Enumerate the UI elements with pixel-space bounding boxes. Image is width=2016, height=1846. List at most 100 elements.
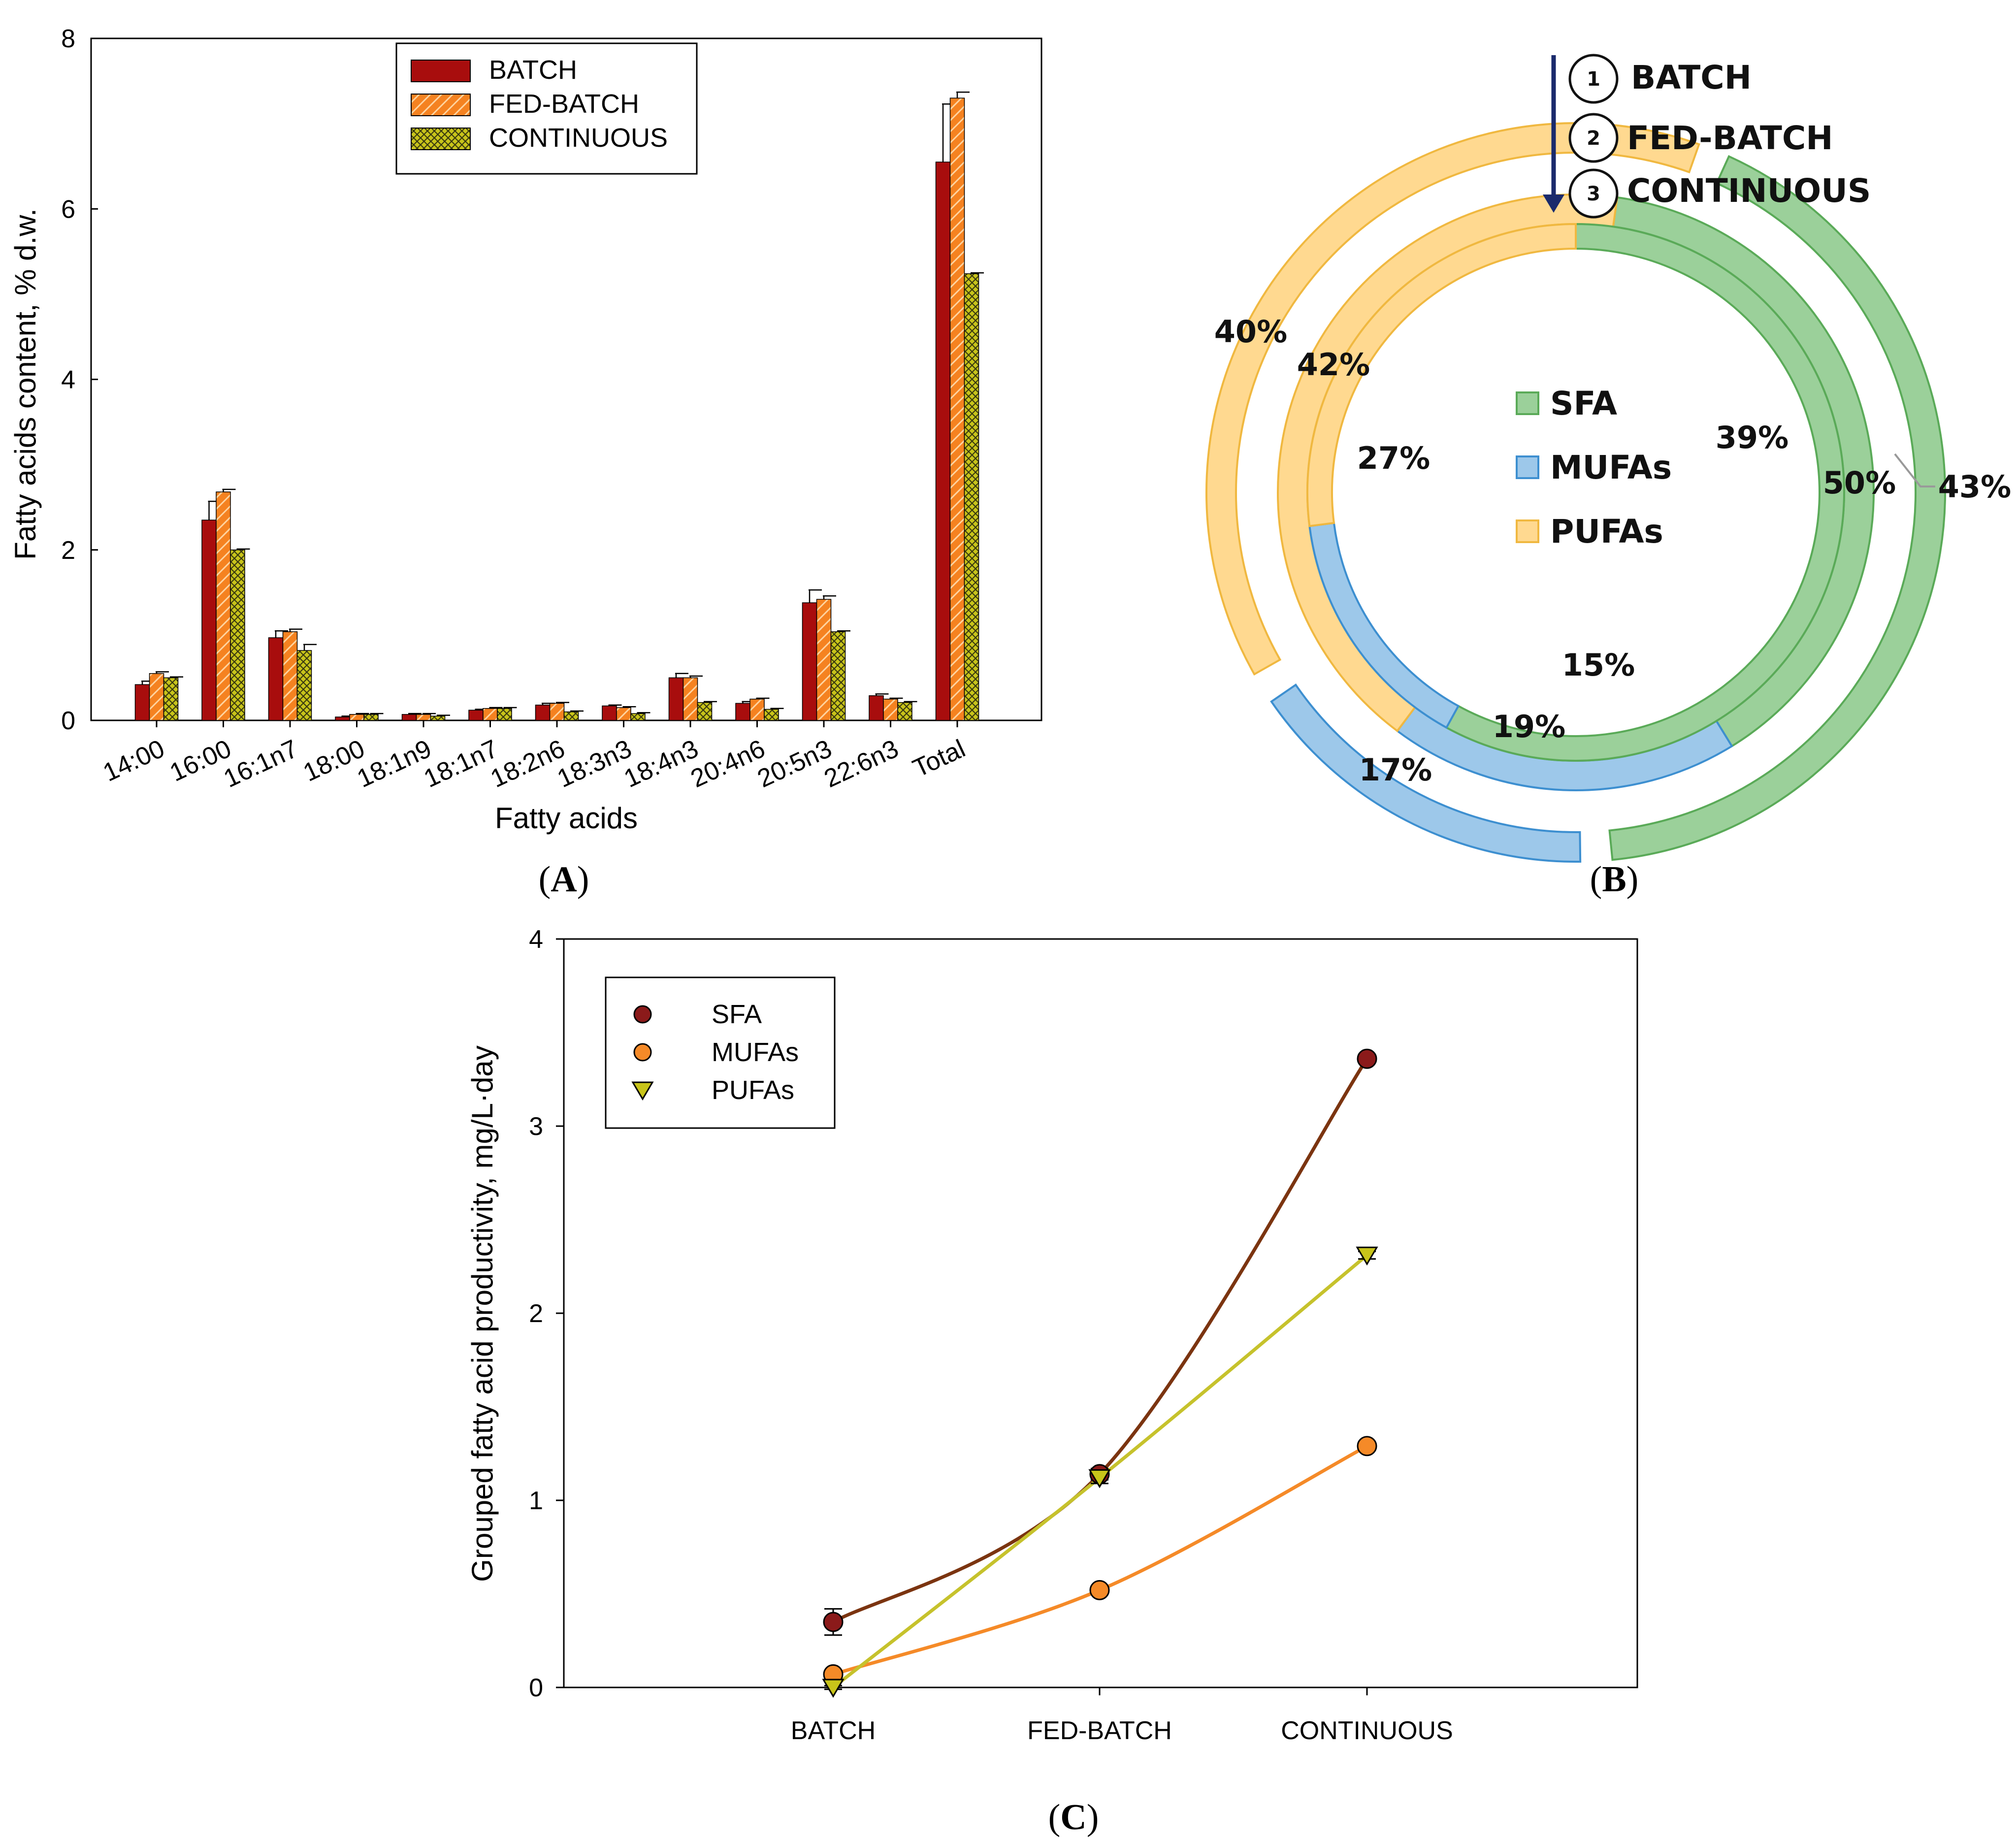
bar-batch-11: [869, 695, 884, 721]
panel-a-bars: [134, 91, 984, 721]
a-xtick-label: 18:4n3: [619, 734, 703, 793]
order-badge-3: [1568, 168, 1619, 219]
label-batch-pufa: 40%: [1214, 314, 1287, 350]
bar-fed-batch-8: [683, 677, 698, 721]
a-xtick-label: Total: [909, 734, 970, 783]
panel-c-y-ticks: 0 1 2 3 4: [529, 925, 564, 1702]
bar-continuous-9: [764, 709, 779, 721]
panel-c-letter: C: [1060, 1797, 1086, 1838]
order-number-3: 3: [1587, 183, 1600, 205]
a-xtick-label: 16:1n7: [219, 734, 302, 793]
c-ytick-label: 1: [529, 1487, 543, 1515]
point-pufas-0: [822, 1679, 845, 1698]
panel-a-label: (A): [539, 859, 589, 900]
legend-swatch-fed-batch: [411, 94, 471, 116]
bar-continuous-12: [964, 273, 979, 721]
bar-batch-3: [335, 716, 350, 721]
a-xtick-label: 18:1n7: [420, 734, 503, 793]
a-xtick-label: 20:4n6: [686, 734, 770, 793]
bar-continuous-5: [497, 708, 512, 721]
panel-c-line-chart: 0 1 2 3 4 BATCH FED-BATCH CONTINUOUS Grouped f…: [466, 925, 1638, 1838]
panel-a-legend: BATCH FED-BATCH CONTINUOUS: [395, 42, 698, 175]
c-xtick-label: FED-BATCH: [1027, 1716, 1172, 1745]
a-ytick-label: 4: [61, 366, 75, 394]
a-xtick-label: 18:2n6: [486, 734, 569, 793]
bar-batch-0: [134, 684, 150, 721]
label-fed-batch-sfa: 39%: [1716, 420, 1788, 455]
panel-a-bar-chart: 0 2 4 6 8 14:0016:0016:1n718:0018:1n918:1n71…: [9, 25, 1042, 900]
c-ytick-label: 2: [529, 1299, 543, 1328]
legend-swatch-batch: [411, 60, 471, 82]
legend-label-fed-batch: FED-BATCH: [489, 89, 639, 119]
legend-label-pufas-c: PUFAs: [712, 1075, 794, 1105]
ring-continuous-sfa: [1445, 223, 1845, 762]
point-mufas-2: [1357, 1436, 1377, 1457]
label-continuous-pufa: 27%: [1357, 440, 1430, 476]
panel-b-legend: SFA MUFAs PUFAs: [1516, 385, 1672, 551]
panel-b-label: (B): [1590, 859, 1639, 900]
bar-fed-batch-11: [883, 698, 898, 721]
bar-batch-12: [935, 162, 951, 721]
bar-continuous-6: [563, 711, 579, 721]
a-ytick-label: 8: [61, 25, 75, 53]
a-xtick-label: 18:1n9: [353, 734, 436, 793]
bar-fed-batch-3: [349, 714, 364, 721]
panel-a-letter: A: [551, 859, 577, 900]
panel-c-legend-box: [605, 976, 836, 1129]
c-ytick-label: 0: [529, 1674, 543, 1702]
legend-swatch-pufas: [1516, 519, 1539, 543]
label-continuous-mufa: 15%: [1562, 647, 1635, 683]
legend-swatch-sfa: [1516, 391, 1539, 415]
line-sfa: [832, 1058, 1368, 1624]
bar-batch-10: [802, 602, 817, 721]
order-badge-1: [1568, 54, 1619, 104]
bar-fed-batch-0: [149, 673, 164, 721]
bar-fed-batch-2: [282, 631, 298, 721]
bar-continuous-10: [830, 631, 846, 721]
panel-a-x-axis-title: Fatty acids: [495, 802, 638, 835]
bar-batch-2: [268, 637, 284, 721]
ring-order-arrowhead: [1543, 194, 1564, 213]
bar-continuous-3: [363, 714, 379, 721]
c-ytick-label: 4: [529, 925, 543, 954]
order-badge-2: [1568, 113, 1619, 163]
bar-batch-6: [535, 705, 551, 721]
ring-batch-sfa: [1608, 155, 1946, 861]
legend-label-mufas: MUFAs: [1550, 449, 1672, 486]
label-batch-mufa: 17%: [1359, 752, 1432, 788]
legend-marker-mufas: [633, 1043, 652, 1062]
panel-a-y-ticks: 0 2 4 6 8: [61, 25, 98, 735]
order-number-2: 2: [1587, 127, 1600, 150]
panel-b-rings: [1205, 122, 1946, 863]
panel-c-y-axis-title: Grouped fatty acid productivity, mg/L·da…: [466, 1045, 499, 1582]
panel-a-x-ticks: 14:0016:0016:1n718:0018:1n918:1n718:2n61…: [99, 720, 970, 793]
bar-continuous-0: [163, 677, 179, 721]
panel-b-letter: B: [1602, 859, 1626, 900]
legend-label-sfa-c: SFA: [712, 1000, 762, 1029]
bar-fed-batch-5: [483, 708, 498, 721]
label-continuous-sfa: 50%: [1823, 465, 1896, 501]
label-batch-sfa: 43%: [1938, 469, 2011, 505]
bar-continuous-7: [630, 713, 646, 721]
legend-label-sfa: SFA: [1550, 385, 1617, 422]
label-fed-batch-pufa: 42%: [1297, 347, 1370, 383]
point-sfa-2: [1357, 1048, 1377, 1069]
label-fed-batch-mufa: 19%: [1493, 709, 1565, 745]
bar-fed-batch-1: [216, 491, 231, 721]
order-label-fed-batch: FED-BATCH: [1627, 119, 1833, 157]
legend-marker-sfa: [633, 1005, 652, 1024]
legend-label-continuous: CONTINUOUS: [489, 123, 668, 153]
panel-c-points: [822, 1048, 1378, 1698]
ring-continuous-pufas: [1306, 223, 1577, 527]
leader-line-batch-sfa: [1894, 453, 1935, 487]
a-ytick-label: 0: [61, 707, 75, 735]
legend-label-mufas-c: MUFAs: [712, 1037, 799, 1067]
c-ytick-label: 3: [529, 1112, 543, 1141]
bar-fed-batch-10: [816, 599, 832, 721]
a-xtick-label: 22:6n3: [820, 734, 903, 793]
bar-continuous-4: [430, 715, 446, 721]
bar-fed-batch-12: [949, 97, 965, 721]
panel-c-legend: SFA MUFAs PUFAs: [605, 976, 836, 1129]
legend-label-pufas: PUFAs: [1550, 513, 1663, 551]
a-xtick-label: 20:5n3: [753, 734, 836, 793]
